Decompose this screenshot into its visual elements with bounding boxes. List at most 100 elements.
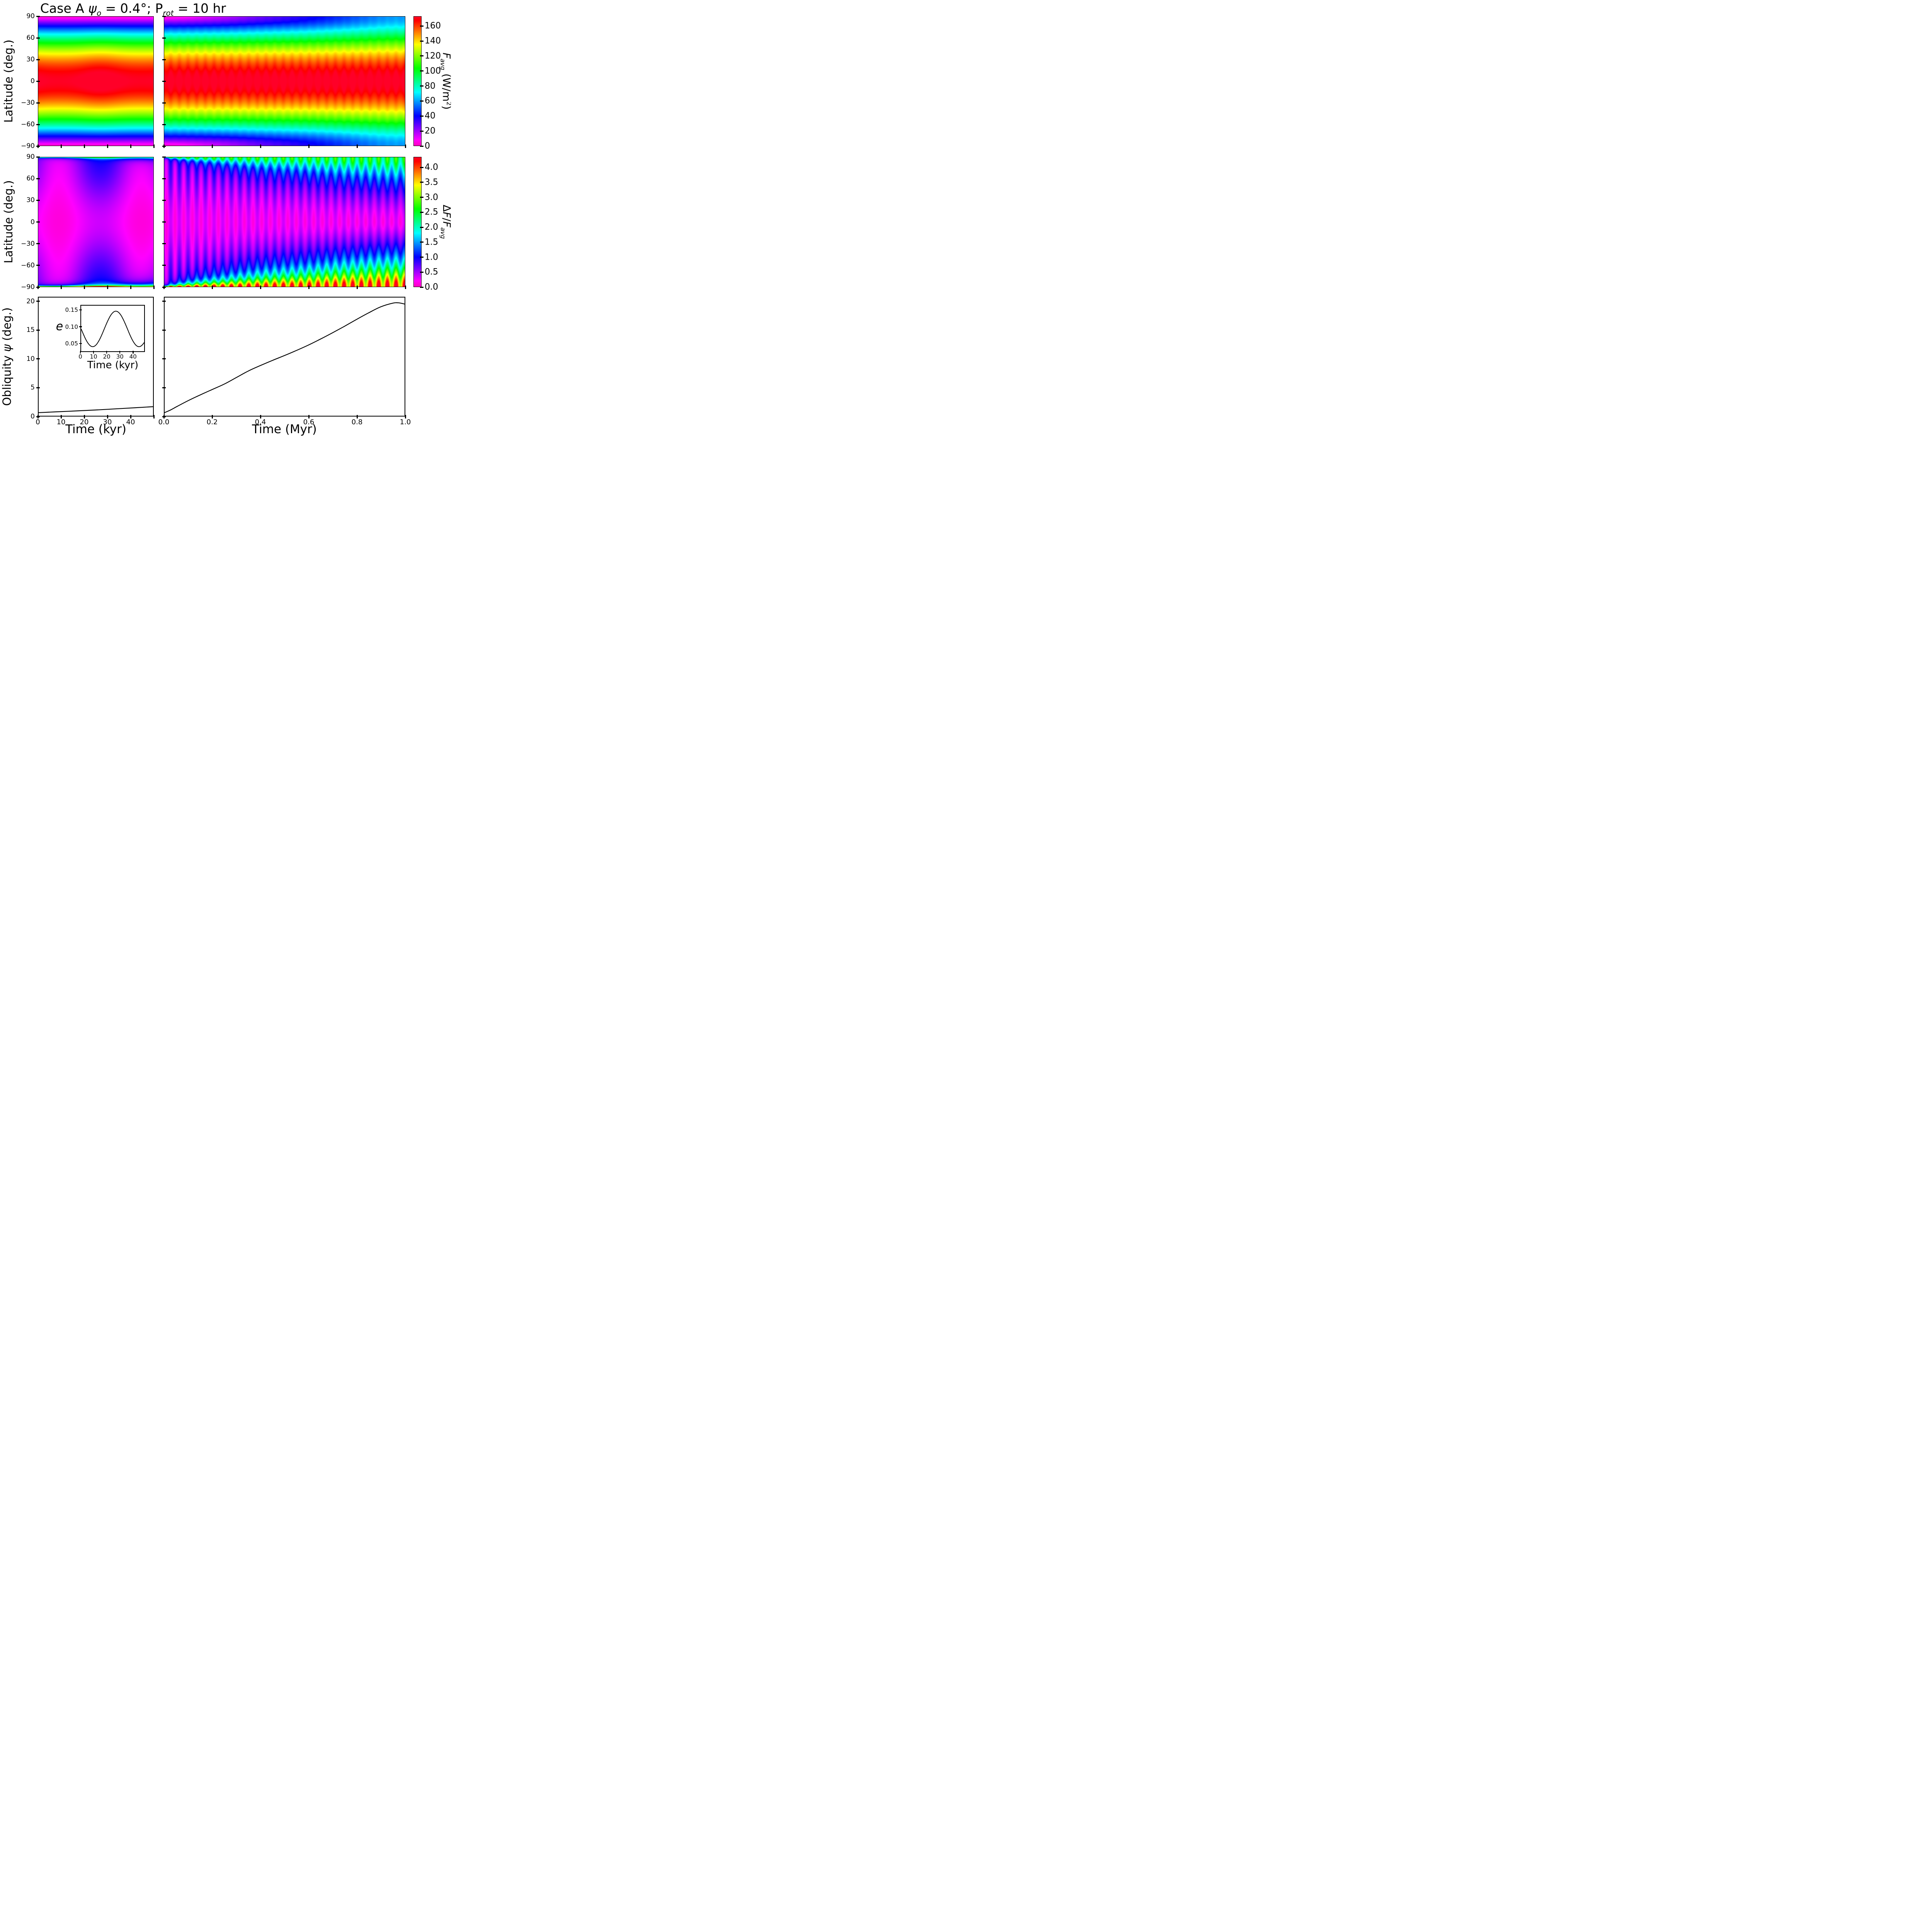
- tick-mark: [153, 144, 155, 148]
- colorbar-tick-label: 2.0: [425, 222, 438, 232]
- tick-mark: [420, 130, 423, 132]
- time-kyr-tick-label: 20: [80, 418, 89, 426]
- tick-mark: [83, 415, 85, 418]
- tick-mark: [162, 59, 166, 60]
- tick-mark: [36, 243, 40, 245]
- tick-mark: [36, 416, 40, 417]
- obliquity-curve-myr: [165, 302, 405, 413]
- tick-mark: [130, 144, 131, 148]
- tick-mark: [130, 285, 131, 289]
- tick-mark: [162, 145, 166, 147]
- colorbar-tick-label: 160: [425, 21, 441, 31]
- tick-mark: [260, 415, 261, 418]
- title-psi-symbol: ψ: [88, 1, 97, 16]
- tick-mark: [162, 286, 166, 288]
- colorbar-flux: [413, 16, 422, 146]
- lat-tick-label: 90: [26, 12, 35, 20]
- time-myr-tick-label: 0.4: [255, 418, 266, 426]
- lat-tick-label: −60: [21, 261, 35, 269]
- heatmap-flux-kyr-panel: [38, 16, 154, 146]
- time-kyr-tick-label: 40: [126, 418, 135, 426]
- inset-e-tick-label: 0.10: [65, 323, 78, 330]
- colorbar-label-ratio: ΔF/Favg: [439, 205, 451, 239]
- tick-mark: [162, 265, 166, 266]
- tick-mark: [405, 415, 406, 418]
- tick-mark: [162, 199, 166, 201]
- tick-mark: [162, 80, 166, 82]
- tick-mark: [162, 15, 166, 17]
- inset-e-tick-label: 0.15: [65, 306, 78, 314]
- tick-mark: [405, 144, 406, 148]
- obliquity-myr-plot: [165, 302, 405, 413]
- inset-x-axis-label: Time (kyr): [87, 359, 139, 371]
- tick-mark: [420, 182, 423, 183]
- colorbar-tick-label: 120: [425, 51, 441, 61]
- obliquity-tick-label: 10: [26, 355, 35, 363]
- inset-time-tick-label: 40: [129, 353, 137, 360]
- lat-tick-label: −30: [21, 99, 35, 107]
- obliquity-tick-label: 20: [26, 297, 35, 305]
- tick-mark: [420, 257, 423, 258]
- inset-time-tick-label: 10: [90, 353, 97, 360]
- lineplot-obliquity-myr-panel: [164, 297, 405, 417]
- tick-mark: [107, 144, 108, 148]
- tick-mark: [36, 80, 40, 82]
- tick-mark: [36, 358, 40, 360]
- obliquity-curve-kyr: [39, 406, 153, 413]
- colorbar-ratio: [413, 157, 422, 287]
- lat-tick-label: −30: [21, 240, 35, 248]
- heatmap-ratio-myr-canvas: [164, 157, 405, 287]
- tick-mark: [420, 271, 423, 273]
- tick-mark: [162, 221, 166, 223]
- colorbar-tick-label: 100: [425, 66, 441, 76]
- tick-mark: [420, 85, 423, 87]
- colorbar-tick-label: 0.5: [425, 267, 438, 277]
- lat-tick-label: 60: [26, 175, 35, 183]
- tick-mark: [162, 387, 166, 388]
- tick-mark: [162, 358, 166, 360]
- tick-mark: [36, 265, 40, 266]
- colorbar-tick-label: 60: [425, 96, 435, 106]
- obliquity-kyr-plot: [39, 406, 153, 413]
- tick-mark: [420, 242, 423, 243]
- tick-mark: [162, 37, 166, 39]
- inset-y-axis-label-e: e: [56, 320, 63, 333]
- lat-tick-label: 60: [26, 34, 35, 42]
- lat-tick-label: −90: [21, 142, 35, 150]
- heatmap-flux-kyr-canvas: [38, 17, 153, 146]
- tick-mark: [36, 15, 40, 17]
- tick-mark: [36, 221, 40, 223]
- tick-mark: [79, 326, 82, 327]
- time-myr-tick-label: 0.0: [158, 418, 170, 426]
- tick-mark: [162, 124, 166, 125]
- heatmap-ratio-kyr-panel: [38, 157, 154, 287]
- time-kyr-tick-label: 10: [56, 418, 66, 426]
- tick-mark: [36, 124, 40, 125]
- eccentricity-plot: [81, 311, 144, 347]
- tick-mark: [60, 144, 62, 148]
- tick-mark: [133, 350, 134, 354]
- tick-mark: [83, 285, 85, 289]
- tick-mark: [308, 144, 310, 148]
- heatmap-flux-myr-canvas: [164, 17, 405, 146]
- tick-mark: [36, 301, 40, 302]
- tick-mark: [162, 243, 166, 245]
- tick-mark: [420, 211, 423, 213]
- tick-mark: [36, 37, 40, 39]
- tick-mark: [356, 285, 358, 289]
- tick-mark: [36, 145, 40, 147]
- title-rot-subscript: rot: [163, 9, 174, 18]
- tick-mark: [420, 197, 423, 198]
- colorbar-tick-label: 4.0: [425, 162, 438, 172]
- tick-mark: [79, 309, 82, 311]
- colorbar-ratio-gradient: [414, 157, 421, 287]
- tick-mark: [36, 199, 40, 201]
- colorbar-tick-label: 20: [425, 126, 435, 136]
- tick-mark: [119, 350, 121, 354]
- time-myr-tick-label: 1.0: [400, 418, 411, 426]
- heatmap-flux-myr-panel: [164, 16, 405, 146]
- colorbar-flux-gradient: [414, 17, 421, 146]
- tick-mark: [420, 100, 423, 102]
- x-axis-label-time-myr: Time (Myr): [252, 422, 317, 436]
- tick-mark: [79, 343, 82, 344]
